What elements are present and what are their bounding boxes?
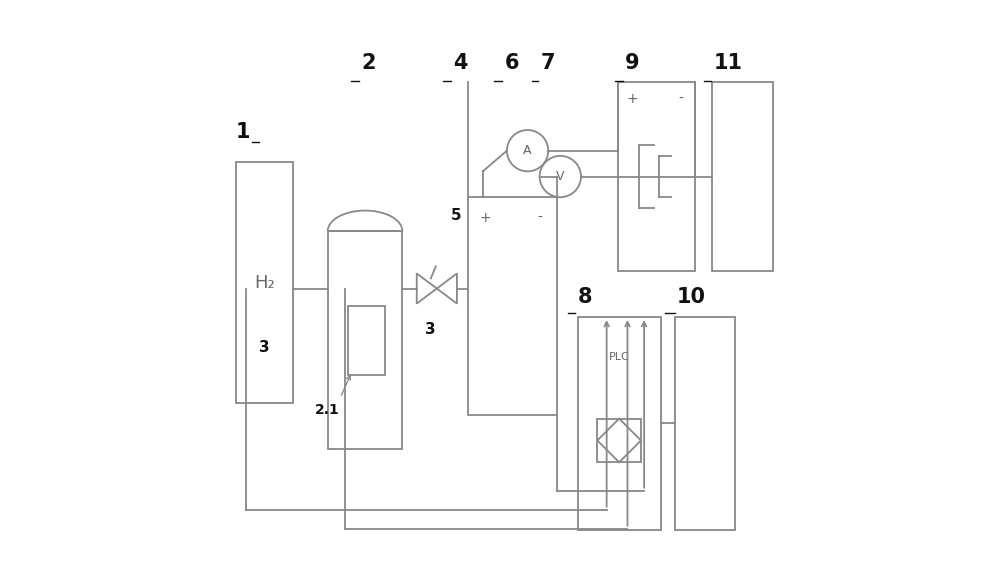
- Text: 11: 11: [714, 53, 743, 73]
- Bar: [236, 162, 293, 403]
- Text: 2.1: 2.1: [315, 403, 340, 417]
- Bar: [675, 317, 735, 530]
- Text: PLC: PLC: [609, 351, 630, 362]
- Bar: [618, 82, 695, 271]
- Bar: [712, 82, 773, 271]
- Bar: [348, 306, 385, 374]
- Text: +: +: [480, 211, 491, 225]
- Text: -: -: [538, 211, 543, 225]
- Text: 3: 3: [259, 340, 269, 355]
- Text: 5: 5: [451, 208, 462, 223]
- Text: 10: 10: [677, 287, 706, 307]
- Text: 4: 4: [453, 53, 467, 73]
- Bar: [597, 419, 641, 462]
- Text: -: -: [678, 92, 683, 106]
- Text: 3: 3: [425, 323, 436, 338]
- Bar: [578, 317, 661, 530]
- Text: 8: 8: [578, 287, 592, 307]
- Text: 7: 7: [540, 53, 555, 73]
- Text: 9: 9: [625, 53, 640, 73]
- Text: 6: 6: [505, 53, 519, 73]
- Text: 1: 1: [236, 122, 250, 142]
- Bar: [468, 197, 557, 415]
- Text: H₂: H₂: [254, 273, 275, 292]
- Text: V: V: [556, 170, 565, 183]
- Text: +: +: [626, 92, 638, 106]
- Text: 2: 2: [361, 53, 376, 73]
- Text: A: A: [523, 144, 532, 157]
- Bar: [328, 231, 402, 449]
